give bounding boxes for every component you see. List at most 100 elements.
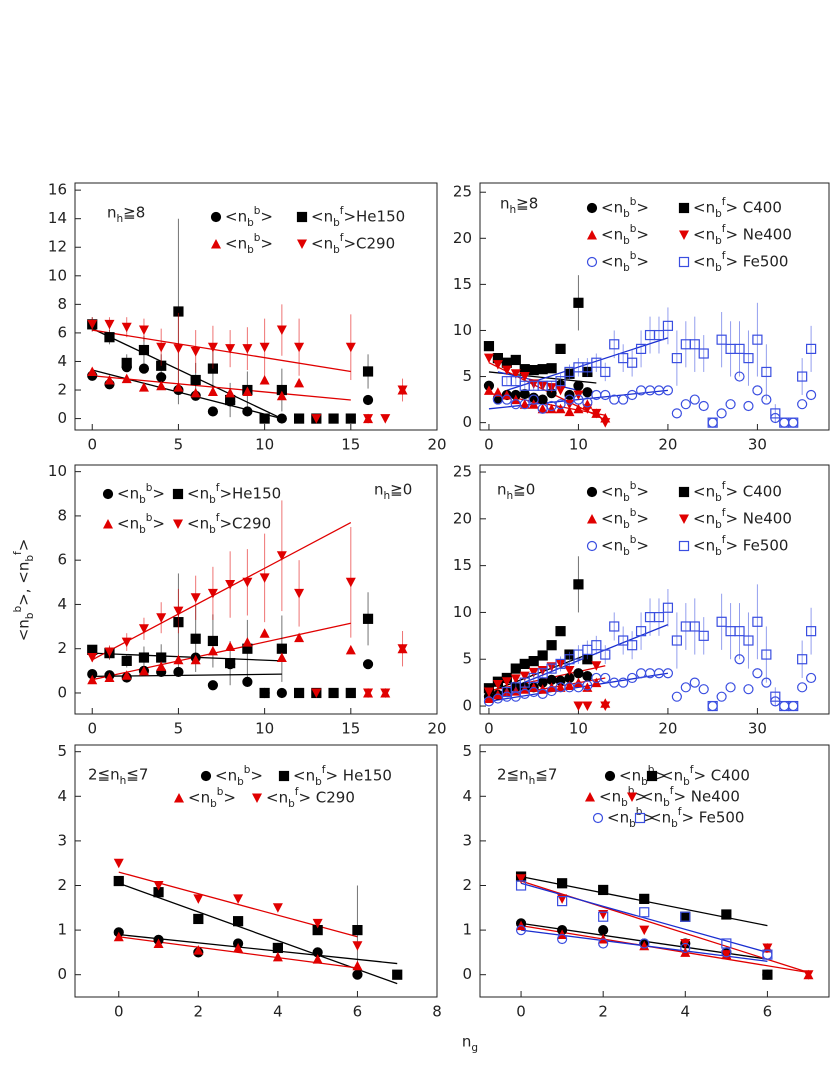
data-point <box>501 677 512 687</box>
data-point <box>156 380 167 391</box>
data-point <box>113 931 124 942</box>
legend-marker <box>586 256 598 268</box>
data-point <box>153 880 164 891</box>
data-point <box>582 680 593 691</box>
data-point <box>483 693 494 704</box>
data-point <box>582 397 593 408</box>
data-point <box>87 653 98 663</box>
data-point <box>501 394 512 405</box>
data-point <box>528 656 539 667</box>
legend-marker <box>174 793 184 803</box>
data-point <box>779 417 790 428</box>
data-point <box>225 580 236 590</box>
data-point <box>104 672 115 682</box>
data-point <box>138 652 150 663</box>
data-point <box>725 682 736 693</box>
data-point <box>761 366 772 378</box>
fit-line <box>118 933 398 965</box>
data-point <box>546 363 557 374</box>
data-point <box>225 387 236 398</box>
x-tick-label: 15 <box>341 436 360 454</box>
data-point <box>770 691 781 702</box>
data-point <box>743 353 754 364</box>
panel-annotation: n_h≧8 <box>107 204 145 226</box>
data-point <box>225 641 236 651</box>
x-tick-label: 15 <box>341 720 360 738</box>
data-point <box>671 408 682 419</box>
data-point <box>380 414 391 424</box>
y-tick-label: 4 <box>462 787 472 805</box>
data-point <box>190 654 201 665</box>
data-point <box>363 688 374 698</box>
y-tick-label: 2 <box>57 639 67 657</box>
data-point <box>546 403 557 414</box>
data-point <box>555 399 566 410</box>
data-point <box>190 387 201 398</box>
fit-line <box>488 672 669 703</box>
plot-frame <box>479 464 830 715</box>
data-point <box>190 346 201 357</box>
legend-marker <box>252 793 262 803</box>
data-point <box>510 354 521 366</box>
data-point <box>312 918 323 929</box>
data-point <box>352 960 363 971</box>
y-tick-label: 4 <box>57 352 67 370</box>
data-point <box>725 399 736 410</box>
data-point <box>788 700 799 712</box>
data-point <box>698 400 709 412</box>
legend-marker <box>627 792 637 802</box>
data-point <box>173 382 184 392</box>
y-tick-label: 3 <box>462 831 472 849</box>
legend-label: <n_b^b> <box>601 250 649 274</box>
data-point <box>653 612 665 623</box>
legend-label: <n_b^f> Fe500 <box>693 250 788 274</box>
data-point <box>293 687 305 699</box>
data-point <box>555 626 566 637</box>
data-point <box>345 577 356 588</box>
y-tick-label: 5 <box>462 742 472 760</box>
data-point <box>519 671 530 682</box>
data-point <box>276 652 287 663</box>
data-point <box>173 606 184 617</box>
y-tick-label: 20 <box>453 229 472 247</box>
data-point <box>806 626 817 637</box>
legend-marker <box>679 230 689 240</box>
data-point <box>104 319 115 330</box>
data-point <box>555 376 566 387</box>
legend-marker <box>679 514 689 524</box>
data-point <box>242 676 253 688</box>
legend-marker <box>103 519 113 529</box>
data-point <box>761 649 772 660</box>
data-point <box>653 668 665 679</box>
data-point <box>492 387 503 397</box>
data-point <box>803 970 814 980</box>
data-point <box>680 911 691 922</box>
data-point <box>276 413 287 424</box>
data-point <box>515 880 527 891</box>
y-tick-label: 6 <box>57 551 67 569</box>
legend-marker <box>678 486 690 498</box>
y-tick-label: 20 <box>453 509 472 527</box>
data-point <box>510 663 521 674</box>
x-tick-label: 30 <box>748 720 767 738</box>
y-tick-label: 8 <box>57 295 67 313</box>
data-point <box>557 896 568 907</box>
plot-frame <box>74 464 438 715</box>
data-point <box>138 382 149 392</box>
data-point <box>104 647 115 658</box>
legend-label: <n_b^b> <box>601 534 649 558</box>
legend-marker <box>586 540 598 552</box>
legend-marker <box>678 256 690 268</box>
data-point <box>600 701 611 712</box>
data-point <box>519 388 530 400</box>
legend-label: <n_b^f> Fe500 <box>693 534 788 558</box>
data-point <box>591 408 602 419</box>
data-point <box>582 387 593 398</box>
data-point <box>698 630 709 641</box>
data-point <box>734 343 745 354</box>
y-tick-label: 1 <box>57 921 67 939</box>
data-point <box>598 909 609 920</box>
data-point <box>582 701 593 712</box>
data-point <box>104 332 115 343</box>
data-point <box>483 353 494 364</box>
